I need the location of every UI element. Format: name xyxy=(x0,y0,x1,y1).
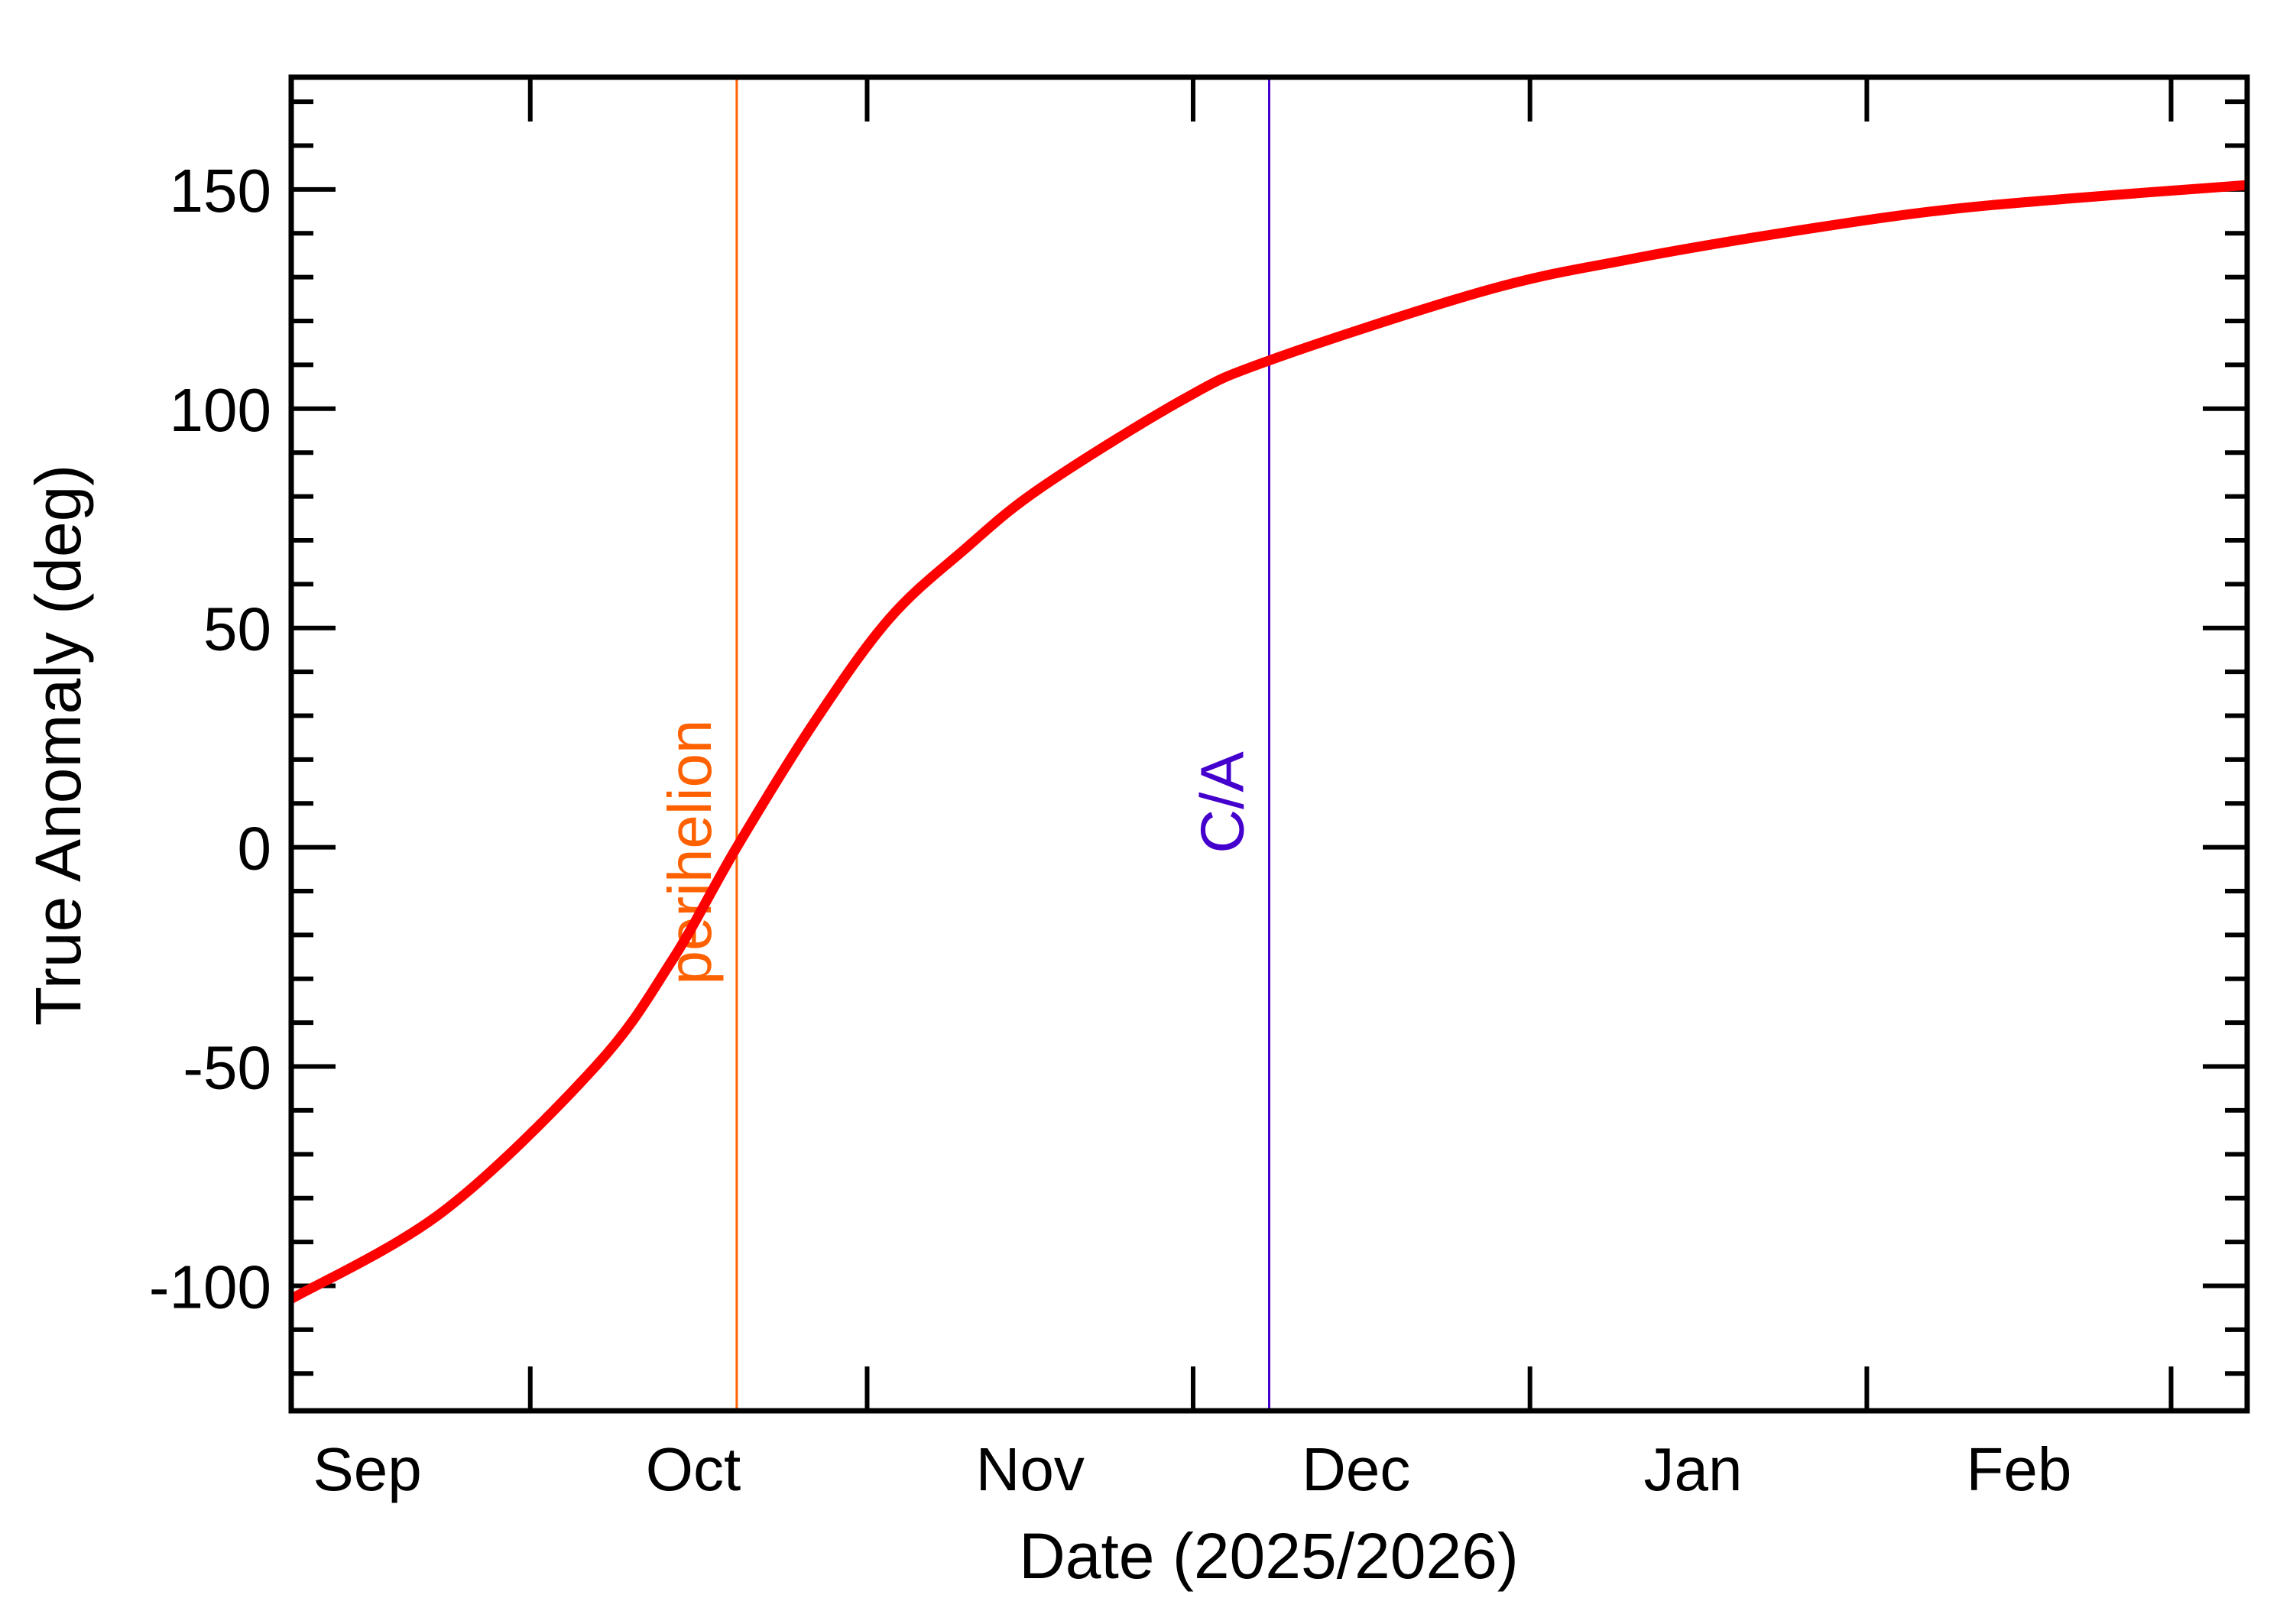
y-tick-label: 150 xyxy=(170,157,271,225)
series-line xyxy=(288,180,2248,1304)
annotation-label-ca: C/A xyxy=(1189,751,1257,854)
y-axis-label: True Anomaly (deg) xyxy=(22,465,94,1026)
y-tick-label: -100 xyxy=(149,1253,271,1321)
plot-frame xyxy=(288,74,2250,1414)
y-tick-label: 0 xyxy=(238,815,272,883)
y-tick-label: -50 xyxy=(183,1034,271,1102)
x-axis-label: Date (2025/2026) xyxy=(1019,1520,1519,1592)
x-tick-label: Feb xyxy=(1967,1435,2072,1503)
x-tick-label: Sep xyxy=(313,1435,421,1503)
annotation-label-perihelion: perihelion xyxy=(656,720,724,985)
x-tick-label: Nov xyxy=(976,1435,1085,1503)
y-tick-label: 100 xyxy=(170,376,271,444)
x-tick-label: Jan xyxy=(1643,1435,1742,1503)
x-tick-label: Dec xyxy=(1302,1435,1410,1503)
x-tick-label: Oct xyxy=(646,1435,741,1503)
y-tick-label: 50 xyxy=(203,595,271,663)
